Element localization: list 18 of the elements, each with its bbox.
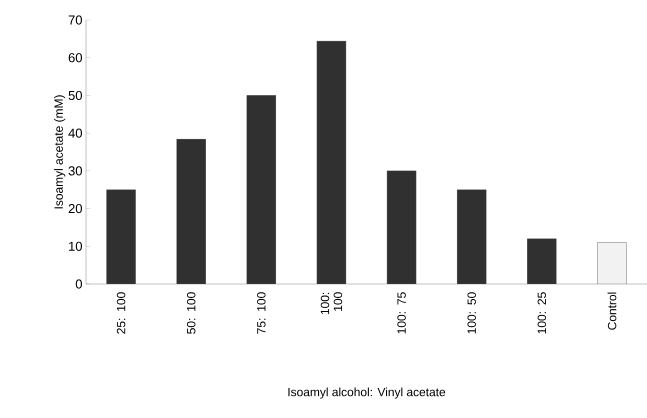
x-tick-label: 100: 75 <box>397 292 406 334</box>
y-tick-label: 30 <box>68 166 82 176</box>
y-tick-label: 50 <box>68 90 82 100</box>
y-tick-label: 0 <box>76 279 82 289</box>
x-tick-label: 75: 100 <box>257 292 266 334</box>
x-tick-label: Control <box>608 292 616 330</box>
x-tick-label: 100: 100 <box>320 292 342 314</box>
y-tick-label: 40 <box>68 128 82 138</box>
y-tick-label: 20 <box>68 204 82 214</box>
y-tick-label: 60 <box>68 53 82 62</box>
x-axis-title: Isoamyl alcohol: Vinyl acetate <box>288 388 446 399</box>
x-tick-label: 100: 50 <box>467 292 476 334</box>
y-tick-label: 10 <box>69 242 82 251</box>
y-axis-title: Isoamyl acetate (mM) <box>54 95 66 208</box>
x-tick-label: 100: 25 <box>538 292 546 334</box>
x-tick-label: 25: 100 <box>116 292 126 334</box>
y-tick-label: 70 <box>68 15 82 25</box>
x-tick-label: 50: 100 <box>186 292 196 334</box>
